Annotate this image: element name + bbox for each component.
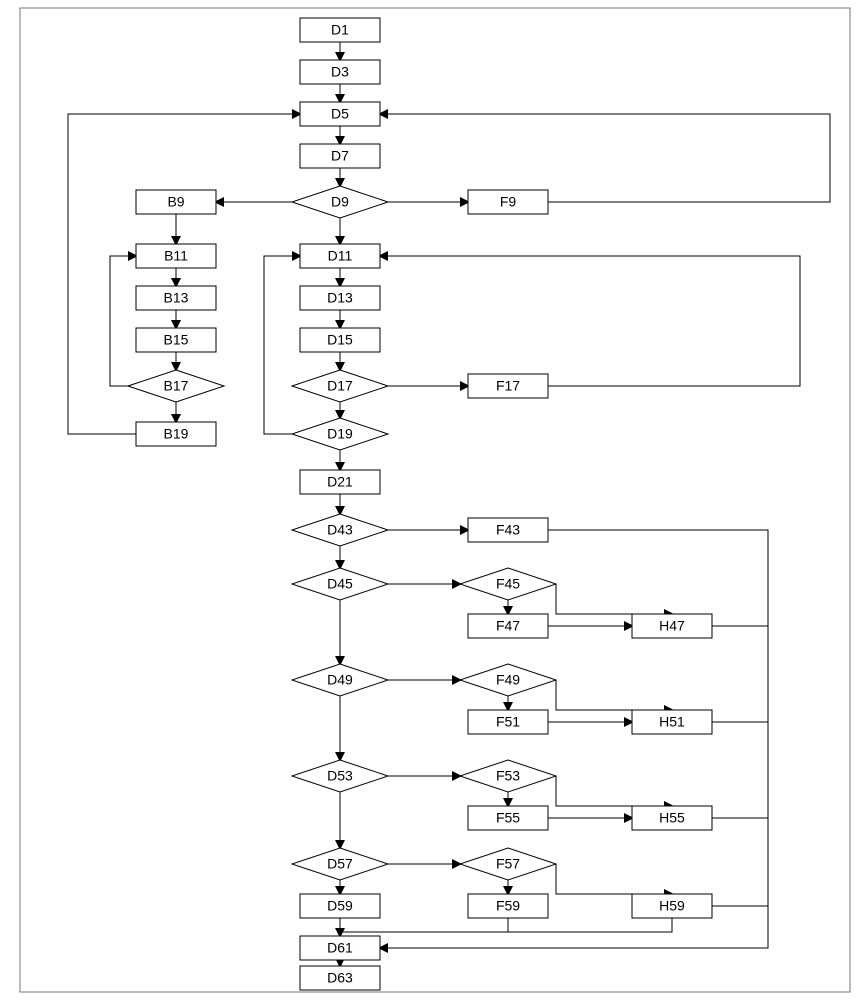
node-F53: F53 [460,760,556,792]
node-label: B13 [164,290,189,306]
node-label: D1 [331,22,349,38]
node-label: F49 [496,672,520,688]
node-D57: D57 [292,848,388,880]
node-D11: D11 [300,244,380,268]
node-D7: D7 [300,144,380,168]
node-D5: D5 [300,102,380,126]
node-D43: D43 [292,514,388,546]
node-label: F53 [496,768,520,784]
node-B13: B13 [136,286,216,310]
node-label: D49 [327,672,353,688]
node-B15: B15 [136,328,216,352]
node-label: F47 [496,618,520,634]
node-F47: F47 [468,614,548,638]
node-label: D7 [331,148,349,164]
node-D61: D61 [300,936,380,960]
node-F43: F43 [468,518,548,542]
node-label: B17 [164,378,189,394]
node-F9: F9 [468,190,548,214]
node-label: D43 [327,522,353,538]
node-label: H55 [659,810,685,826]
node-label: F59 [496,898,520,914]
node-label: D63 [327,970,353,986]
node-label: D21 [327,474,353,490]
node-label: D19 [327,426,353,442]
node-label: F45 [496,576,520,592]
node-H51: H51 [632,710,712,734]
node-label: H51 [659,714,685,730]
node-D21: D21 [300,470,380,494]
node-D53: D53 [292,760,388,792]
node-B19: B19 [136,422,216,446]
node-D3: D3 [300,60,380,84]
node-label: B15 [164,332,189,348]
node-label: F17 [496,378,520,394]
node-D15: D15 [300,328,380,352]
node-D45: D45 [292,568,388,600]
node-B17: B17 [128,370,224,402]
node-D63: D63 [300,966,380,990]
node-D19: D19 [292,418,388,450]
node-F59: F59 [468,894,548,918]
node-F17: F17 [468,374,548,398]
node-label: D11 [328,248,353,264]
node-label: B11 [164,248,188,264]
node-label: D13 [327,290,353,306]
node-label: F51 [496,714,520,730]
node-D1: D1 [300,18,380,42]
node-D17: D17 [292,370,388,402]
node-label: D59 [327,898,353,914]
node-D9: D9 [292,186,388,218]
node-label: H47 [659,618,685,634]
node-label: D17 [327,378,353,394]
node-B11: B11 [136,244,216,268]
node-F57: F57 [460,848,556,880]
node-F45: F45 [460,568,556,600]
node-F51: F51 [468,710,548,734]
node-label: F9 [500,194,517,210]
flowchart-canvas: D1 D3 D5 D7 D9 B9 F9 B11 B13 B15 B17 B19 D11 D13 D15 D1… [0,0,868,1000]
node-F55: F55 [468,806,548,830]
node-H47: H47 [632,614,712,638]
node-label: H59 [659,898,685,914]
node-label: D45 [327,576,353,592]
node-D13: D13 [300,286,380,310]
node-label: D53 [327,768,353,784]
node-label: B19 [164,426,189,442]
node-B9: B9 [136,190,216,214]
node-label: D9 [331,194,349,210]
node-D59: D59 [300,894,380,918]
node-label: D5 [331,106,349,122]
node-label: B9 [167,194,184,210]
node-D49: D49 [292,664,388,696]
node-F49: F49 [460,664,556,696]
node-label: D61 [327,940,353,956]
node-label: F57 [496,856,520,872]
node-label: D15 [327,332,353,348]
node-H55: H55 [632,806,712,830]
node-label: F43 [496,522,520,538]
node-H59: H59 [632,894,712,918]
node-label: F55 [496,810,520,826]
node-label: D57 [327,856,353,872]
node-label: D3 [331,64,349,80]
